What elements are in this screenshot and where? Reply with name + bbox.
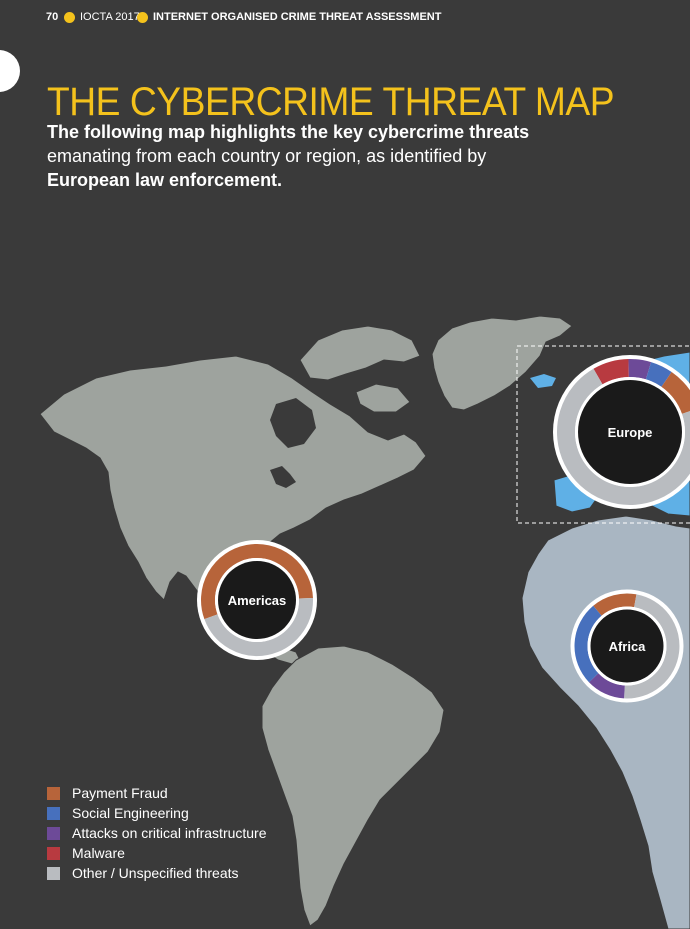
arctic-island-2 [355, 383, 411, 413]
greenland-landmass [431, 315, 573, 411]
legend-item: Social Engineering [47, 803, 267, 823]
donut-segment-social-engineering [574, 605, 602, 683]
great-lakes [270, 466, 296, 488]
donut-center [218, 561, 296, 639]
south-america-landmass [261, 645, 445, 927]
legend-item: Payment Fraud [47, 783, 267, 803]
donut-segment-attacks-on-critical-infrastructure [628, 359, 652, 380]
legend-swatch-social-engineering [47, 806, 60, 820]
section-title: INTERNET ORGANISED CRIME THREAT ASSESSME… [153, 11, 442, 23]
map-legend: Payment Fraud Social Engineering Attacks… [47, 783, 267, 883]
iceland-landmass [530, 374, 556, 388]
intro-line-2: emanating from each country or region, a… [47, 146, 487, 166]
region-label: Americas [228, 593, 287, 608]
legend-item: Other / Unspecified threats [47, 863, 267, 883]
donut-segment-other-unspecified-threats [624, 594, 680, 699]
bullet-dot-icon [64, 12, 75, 23]
donut-segment-other-unspecified-threats [557, 368, 690, 505]
legend-item: Attacks on critical infrastructure [47, 823, 267, 843]
legend-swatch-payment-fraud [47, 786, 60, 800]
page-tab-marker [0, 50, 20, 92]
arctic-islands-landmass [299, 325, 421, 381]
legend-label: Other / Unspecified threats [72, 865, 239, 881]
donut-center [590, 609, 664, 683]
donut-americas: Americas [197, 540, 317, 660]
europe-focus-frame [516, 345, 690, 524]
legend-swatch-malware [47, 846, 60, 860]
north-america-landmass [39, 355, 427, 613]
donut-segment-payment-fraud [593, 593, 637, 616]
africa-landmass [521, 515, 690, 929]
region-label: Europe [608, 425, 653, 440]
legend-label: Attacks on critical infrastructure [72, 825, 267, 841]
page-header: 70 IOCTA 2017 INTERNET ORGANISED CRIME T… [0, 0, 690, 36]
intro-paragraph: The following map highlights the key cyb… [47, 120, 607, 192]
donut-segment-social-engineering [645, 362, 672, 388]
legend-item: Malware [47, 843, 267, 863]
donut-segment-payment-fraud [661, 372, 690, 415]
donut-segment-malware [593, 359, 630, 385]
intro-line-1: The following map highlights the key cyb… [47, 122, 530, 142]
donut-africa: Africa [570, 589, 684, 703]
donut-center [578, 380, 682, 484]
region-label: Africa [609, 639, 647, 654]
legend-swatch-critical-infrastructure [47, 826, 60, 840]
legend-swatch-other-unspecified [47, 866, 60, 880]
hudson-bay [270, 398, 316, 448]
donut-segment-attacks-on-critical-infrastructure [588, 673, 626, 699]
page-number: 70 [46, 11, 59, 23]
donut-europe: Europe [553, 355, 690, 509]
donut-segment-payment-fraud [201, 544, 313, 620]
report-name: IOCTA 2017 [80, 11, 140, 23]
intro-line-3: European law enforcement. [47, 170, 283, 190]
page-title: THE CYBERCRIME THREAT MAP [47, 79, 615, 124]
legend-label: Malware [72, 845, 125, 861]
donut-segment-other-unspecified-threats [204, 598, 313, 656]
legend-label: Social Engineering [72, 805, 189, 821]
legend-label: Payment Fraud [72, 785, 168, 801]
bullet-dot-icon [137, 12, 148, 23]
